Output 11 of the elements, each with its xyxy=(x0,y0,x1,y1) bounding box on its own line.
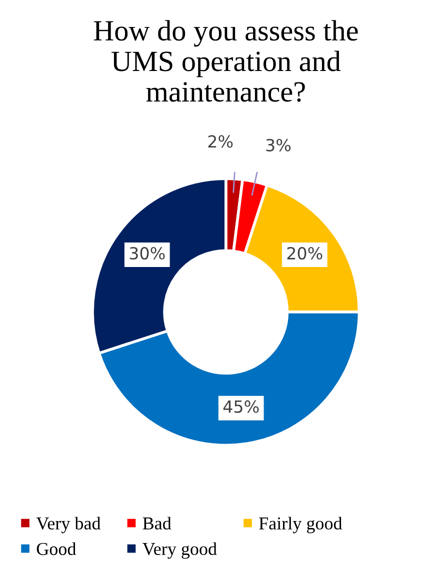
legend-label: Very good xyxy=(142,542,217,559)
data-label: 3% xyxy=(266,138,291,152)
legend-label: Good xyxy=(36,542,76,556)
legend-label: Very bad xyxy=(36,516,101,534)
chart-title: How do you assess the UMS operation and maintenance? xyxy=(94,20,358,102)
legend-label: Fairly good xyxy=(259,516,342,534)
data-label: 45% xyxy=(223,400,259,413)
legend-label: Bad xyxy=(142,516,172,530)
data-label: 2% xyxy=(208,135,233,148)
data-label: 20% xyxy=(287,246,322,260)
data-label: 30% xyxy=(130,246,165,260)
